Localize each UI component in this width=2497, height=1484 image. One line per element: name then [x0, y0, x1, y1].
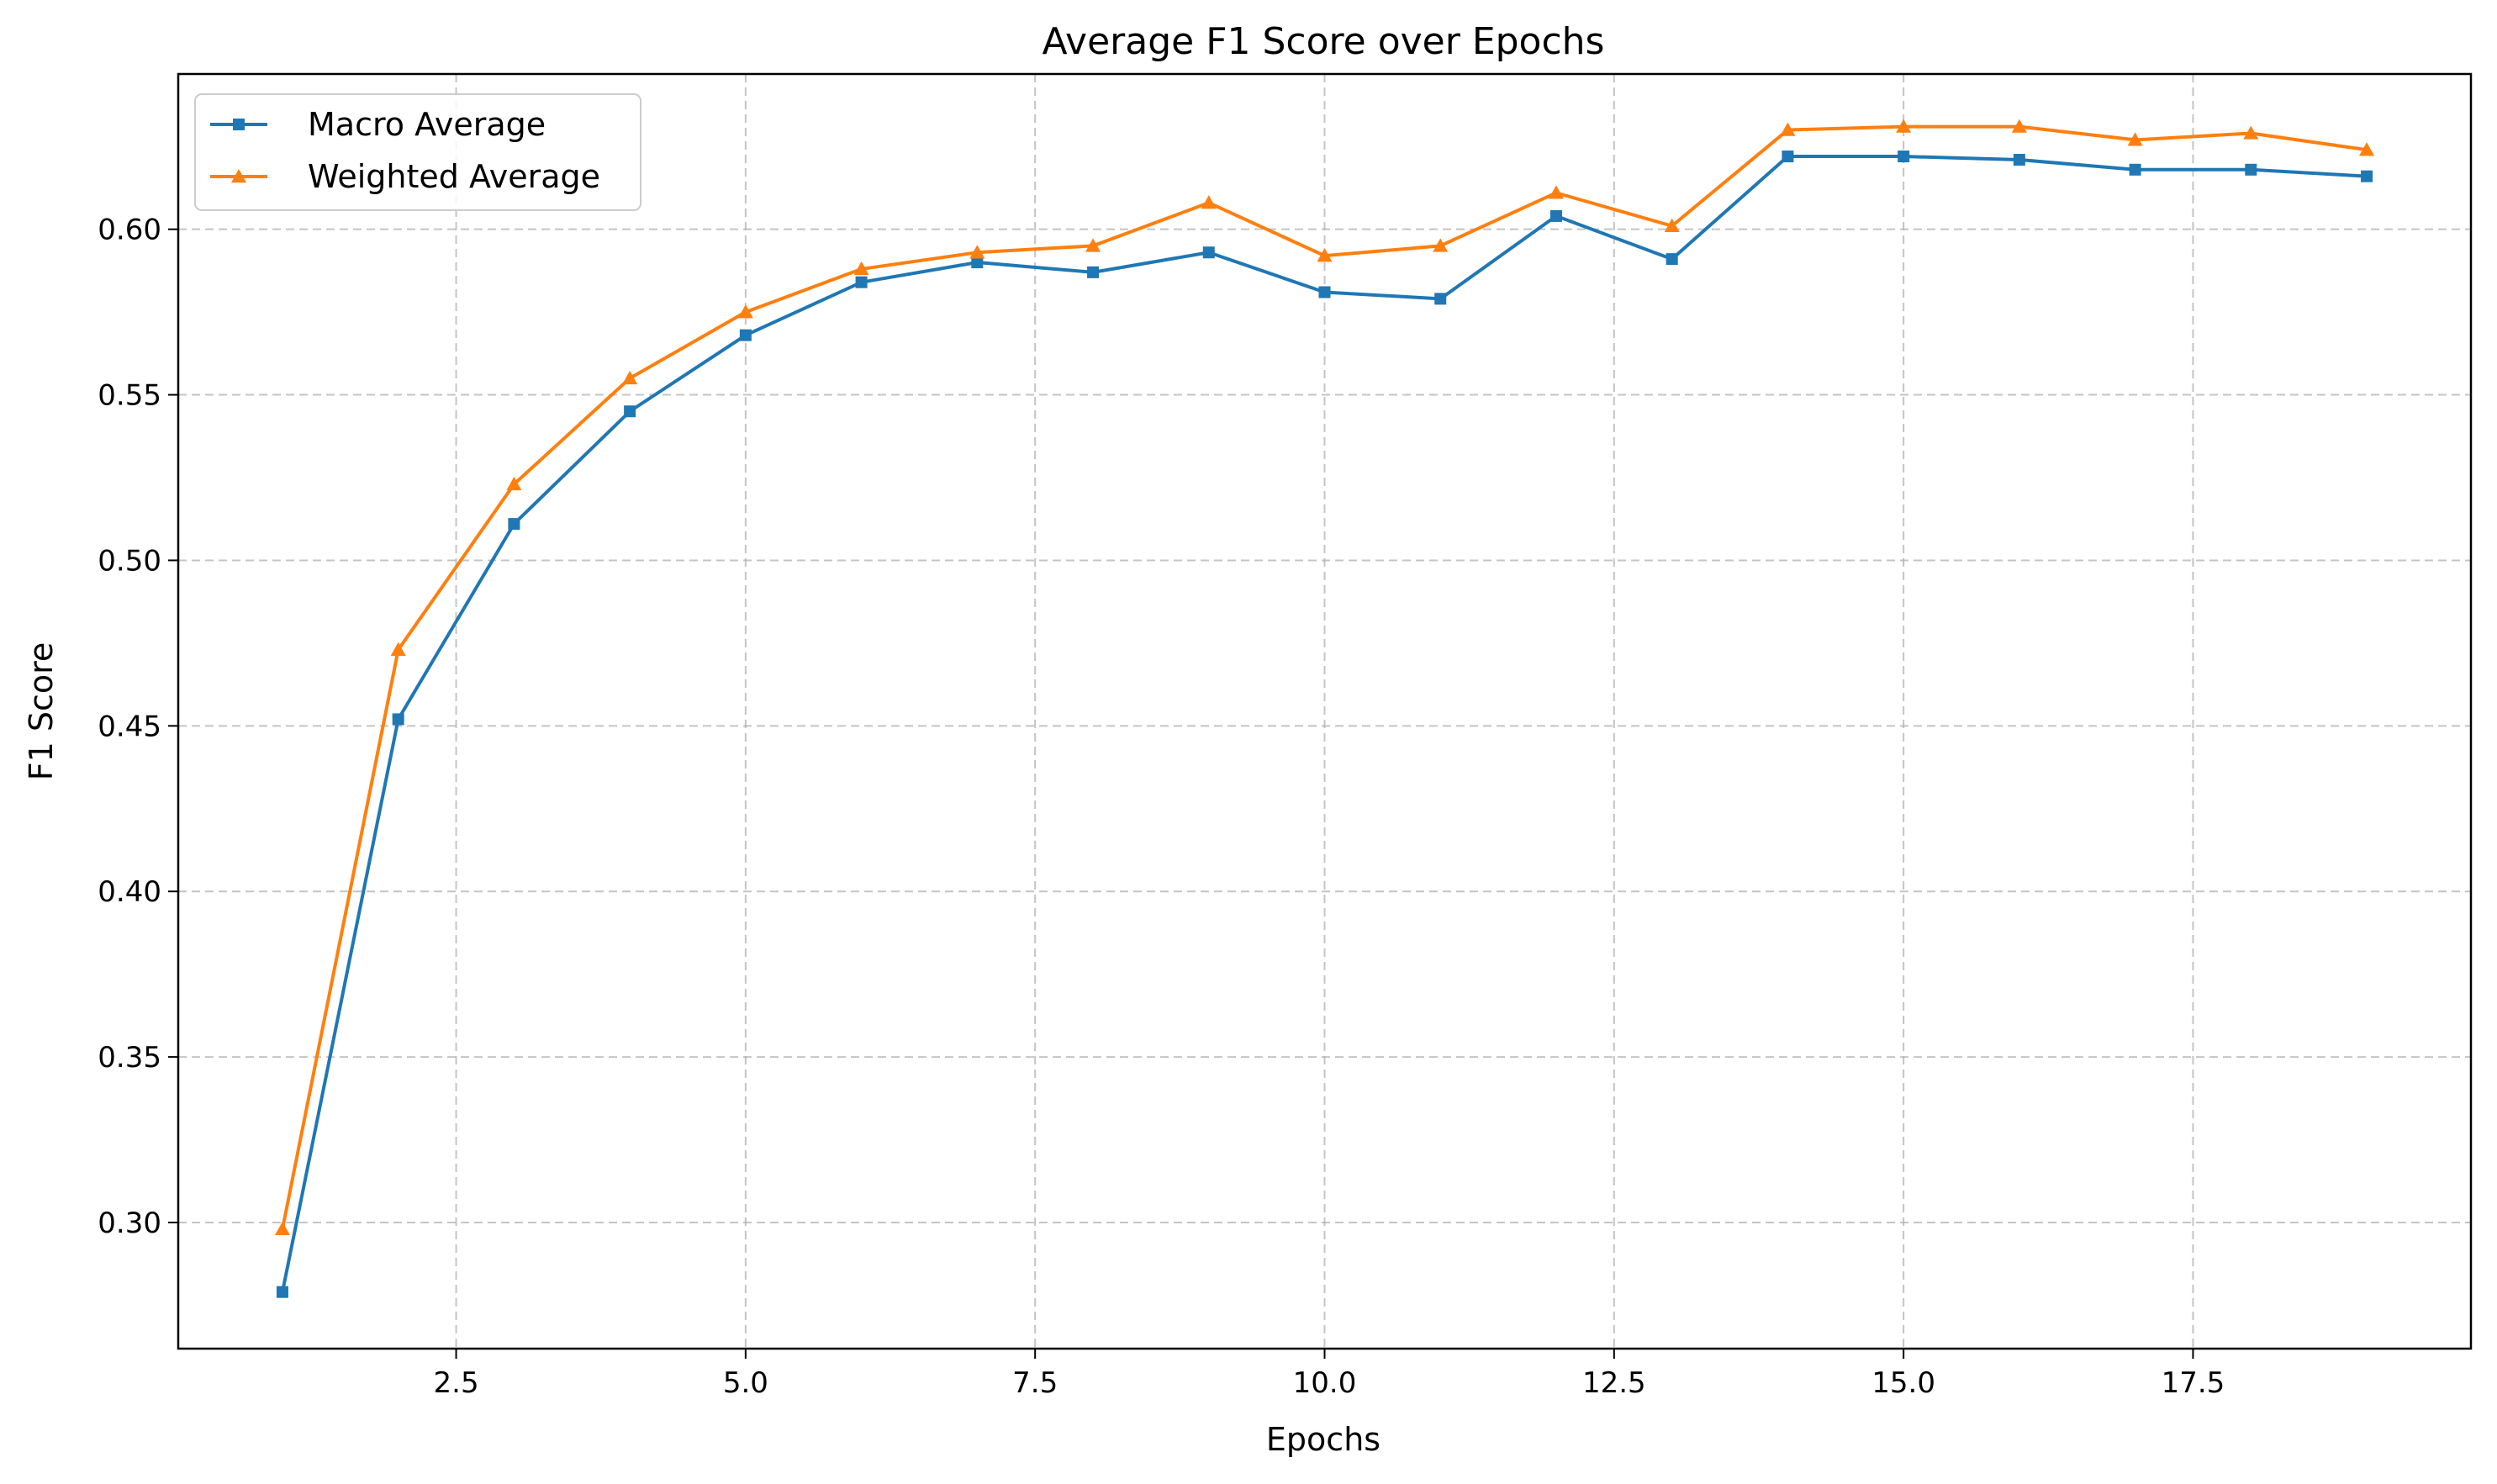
- x-tick-label: 12.5: [1582, 1366, 1646, 1400]
- data-point-weighted: [2359, 142, 2375, 156]
- data-point-macro: [624, 405, 636, 418]
- data-point-weighted: [274, 1221, 290, 1236]
- legend-marker-square: [233, 119, 245, 130]
- data-point-weighted: [506, 476, 522, 491]
- x-tick-label: 7.5: [1012, 1366, 1058, 1400]
- data-point-weighted: [1201, 195, 1217, 209]
- x-tick-label: 17.5: [2162, 1366, 2225, 1400]
- y-tick-label: 0.40: [98, 875, 161, 909]
- legend-label: Weighted Average: [308, 158, 600, 195]
- data-point-macro: [508, 518, 520, 531]
- data-point-weighted: [2127, 132, 2143, 146]
- data-point-weighted: [1548, 185, 1564, 199]
- legend-marker-triangle: [231, 169, 246, 183]
- y-tick-label: 0.50: [98, 544, 161, 578]
- data-point-macro: [1318, 286, 1331, 298]
- data-point-weighted: [390, 642, 406, 656]
- data-point-macro: [971, 256, 984, 269]
- legend-box: [194, 93, 641, 211]
- legend-marker-shape: [233, 119, 245, 130]
- data-point-macro: [1782, 151, 1794, 163]
- data-point-weighted: [622, 370, 638, 385]
- data-point-macro: [1087, 266, 1100, 278]
- data-point-weighted: [1780, 122, 1796, 136]
- data-point-macro: [1202, 246, 1215, 259]
- legend-label: Macro Average: [308, 106, 546, 143]
- data-point-weighted: [2243, 125, 2259, 140]
- x-tick-label: 10.0: [1293, 1366, 1357, 1400]
- data-point-weighted: [1433, 238, 1449, 252]
- x-tick-label: 5.0: [723, 1366, 768, 1400]
- data-point-macro: [2013, 153, 2025, 166]
- x-axis-ticks: 2.5 5.0 7.5 10.0 12.5 15.0 17.5: [434, 1349, 2225, 1400]
- y-tick-label: 0.30: [98, 1207, 161, 1240]
- data-point-weighted: [1896, 119, 1912, 133]
- data-point-macro: [739, 329, 752, 341]
- data-point-macro: [1549, 209, 1562, 222]
- series-markers: [274, 119, 2375, 1298]
- data-point-weighted: [1317, 248, 1333, 262]
- x-axis-title: Epochs: [1266, 1421, 1380, 1458]
- y-tick-label: 0.60: [98, 214, 161, 247]
- legend: Macro Average Weighted Average: [194, 93, 641, 211]
- data-point-weighted: [737, 304, 753, 319]
- chart-title: Average F1 Score over Epochs: [1043, 20, 1605, 63]
- legend-marker-shape: [231, 169, 246, 183]
- data-point-macro: [1434, 293, 1447, 305]
- data-point-weighted: [2011, 119, 2027, 133]
- data-point-macro: [1898, 151, 1910, 163]
- data-point-weighted: [1085, 238, 1101, 252]
- y-tick-label: 0.55: [98, 379, 161, 413]
- data-point-macro: [276, 1286, 288, 1298]
- y-tick-label: 0.45: [98, 710, 161, 743]
- data-point-macro: [855, 276, 868, 288]
- data-point-weighted: [1664, 218, 1680, 232]
- y-axis-title: F1 Score: [23, 642, 60, 781]
- x-tick-label: 15.0: [1871, 1366, 1935, 1400]
- y-tick-label: 0.35: [98, 1041, 161, 1075]
- data-point-macro: [2129, 163, 2141, 176]
- data-point-weighted: [853, 261, 869, 276]
- data-point-macro: [2361, 170, 2373, 182]
- data-point-macro: [392, 713, 404, 726]
- grid-lines: [178, 74, 2471, 1349]
- x-tick-label: 2.5: [434, 1366, 479, 1400]
- data-point-weighted: [969, 245, 985, 259]
- y-axis-ticks: 0.30 0.35 0.40 0.45 0.50 0.55 0.60: [98, 214, 178, 1240]
- data-point-macro: [2245, 163, 2257, 176]
- data-point-macro: [1666, 253, 1678, 266]
